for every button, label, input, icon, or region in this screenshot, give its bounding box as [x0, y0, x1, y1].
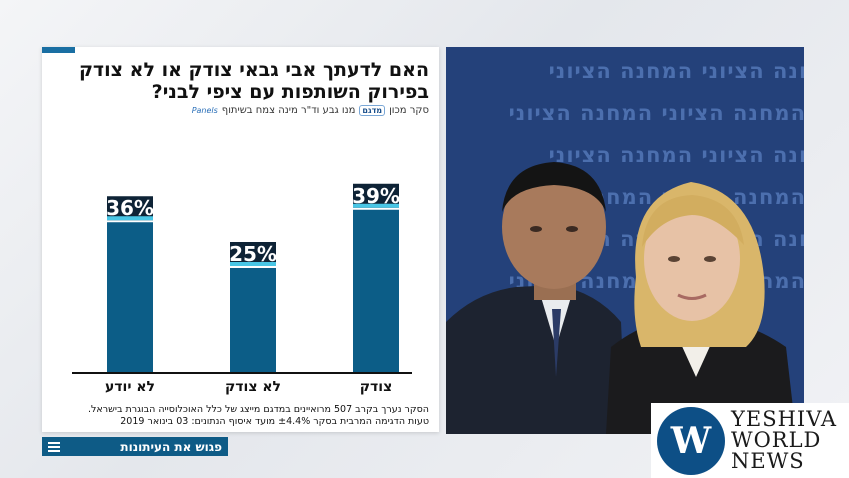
bar-chart: 36% לא יודע 25% לא צודק 39% צודק: [72, 183, 412, 395]
source-label: סקר מכון: [389, 105, 429, 116]
value-label: 25%: [229, 242, 277, 266]
chart-title: האם לדעתך אבי גבאי צודק או לא צודק בפירו…: [78, 59, 429, 103]
yw-logo-icon: W: [657, 406, 725, 475]
survey-note: הסקר נערך בקרב 507 מרואיינים במדגם מייצג…: [49, 404, 429, 428]
strip-text: פגוש את העיתונות: [120, 439, 222, 454]
panels-logo: Panels: [191, 106, 218, 115]
value-label-underline: [107, 216, 153, 221]
survey-note-line2: טעות הדגימה המרבית בסקר ±4.4% מועד איסוף…: [120, 416, 429, 427]
category-label: צודק: [360, 379, 392, 395]
source-line: סקר מכון מדגם מנו גבע וד"ר מינה צמח בשית…: [192, 105, 429, 116]
value-label-underline: [353, 203, 399, 208]
banner-text: המחנה הציוני המחנה הציוני: [548, 59, 804, 83]
banner-text: המחנה הציוני המחנה הציוני: [548, 143, 804, 167]
survey-note-line1: הסקר נערך בקרב 507 מרואיינים במדגם מייצג…: [88, 404, 429, 415]
bar-2: [230, 268, 276, 372]
pollster-logo: מדגם: [359, 105, 386, 116]
banner-text: המחנה הציוני המחנה הציוני: [508, 101, 804, 125]
politicians-photo: [446, 162, 796, 434]
logo-line1: YESHIVA: [731, 407, 838, 431]
meet-the-press-strip: פגוש את העיתונות: [42, 437, 228, 456]
bar-3: [353, 209, 399, 372]
yeshiva-world-news-logo: W YESHIVA WORLD NEWS: [651, 403, 849, 478]
logo-wordmark: YESHIVA WORLD NEWS: [731, 409, 837, 472]
category-label: לא יודע: [105, 379, 155, 395]
value-label-underline: [230, 262, 276, 266]
chart-panel: האם לדעתך אבי גבאי צודק או לא צודק בפירו…: [42, 47, 439, 432]
value-label: 36%: [106, 196, 154, 220]
value-label: 39%: [352, 184, 400, 208]
menu-lines-icon: [48, 441, 60, 452]
logo-line2: WORLD: [731, 428, 822, 452]
pollster-names: מנו גבע וד"ר מינה צמח בשיתוף: [221, 105, 356, 116]
logo-line3: NEWS: [731, 449, 805, 473]
category-label: לא צודק: [225, 379, 281, 395]
accent-bar: [42, 47, 75, 53]
photo-panel: המחנה הציוני המחנה הציוני המחנה הציוני ה…: [446, 47, 804, 434]
bar-1: [107, 222, 153, 372]
